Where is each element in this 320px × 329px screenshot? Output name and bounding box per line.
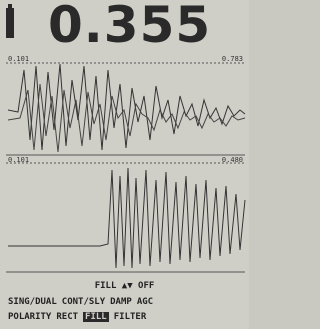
range-start-label: 0.101 (8, 55, 29, 63)
battery-tip (8, 4, 12, 9)
menu-item-selected[interactable]: FILL (83, 312, 109, 322)
menu-row: SING/DUAL CONT/SLY DAMP AGC (8, 297, 153, 307)
waveform-trace (8, 64, 245, 150)
menu-item[interactable]: CONT/SLY (62, 297, 105, 307)
menu-item[interactable]: AGC (137, 297, 153, 307)
menu-item[interactable]: DAMP (110, 297, 132, 307)
menu-item[interactable]: FILTER (114, 312, 147, 322)
thickness-reading: 0.355 (48, 0, 211, 54)
device-screen: 0.355 0.101 0.783 0.101 0.480 FILL ▲▼ OF… (0, 0, 249, 329)
waveform-trace (8, 168, 245, 268)
menu-item[interactable]: SING/DUAL (8, 297, 57, 307)
menu-row: POLARITY RECT FILL FILTER (8, 312, 146, 322)
menu-item[interactable]: POLARITY (8, 312, 51, 322)
setting-status: FILL ▲▼ OFF (0, 281, 249, 291)
range-end-label: 0.480 (222, 156, 243, 164)
battery-icon (6, 8, 14, 38)
menu-item[interactable]: RECT (56, 312, 78, 322)
range-end-label: 0.783 (222, 55, 243, 63)
range-start-label: 0.101 (8, 156, 29, 164)
